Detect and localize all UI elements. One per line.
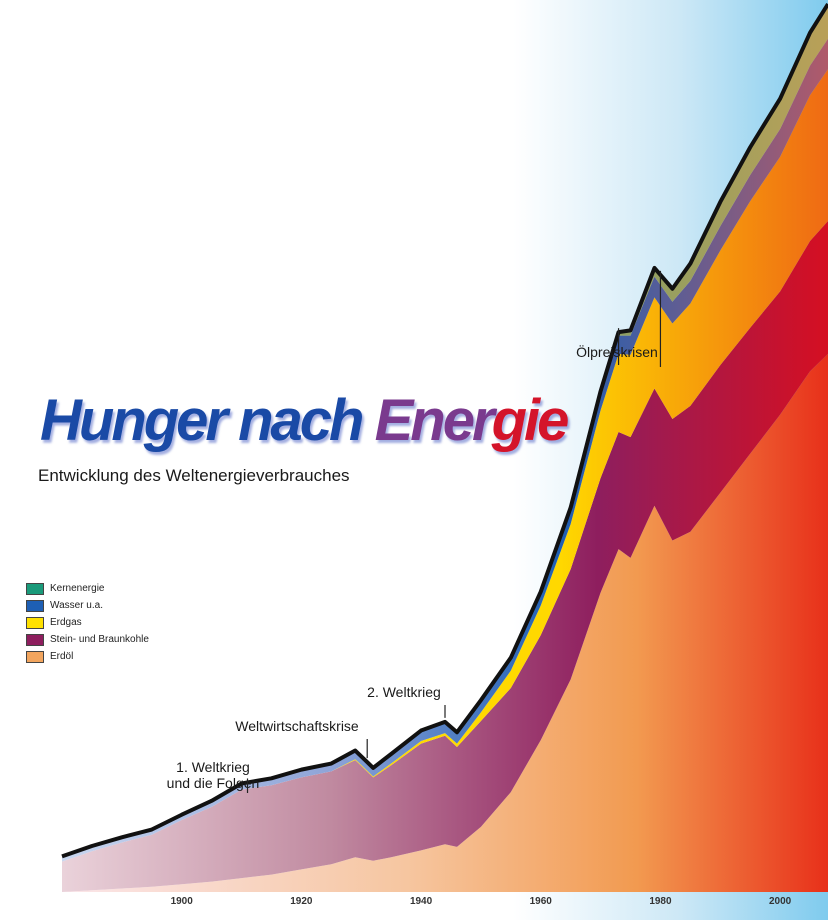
legend-label: Erdöl bbox=[50, 651, 74, 662]
annotation-label: und die Folgen bbox=[167, 775, 260, 791]
x-axis: 1900 1920 1940 1960 1980 2000 bbox=[171, 896, 792, 907]
legend-label: Stein- und Braunkohle bbox=[50, 634, 149, 645]
legend-swatch bbox=[26, 650, 44, 663]
legend-item: Erdöl bbox=[26, 648, 149, 665]
page-subtitle: Entwicklung des Weltenergieverbrauches bbox=[38, 466, 350, 485]
legend-swatch bbox=[26, 616, 44, 629]
area-stein-und-braunkohle bbox=[62, 221, 828, 892]
legend-swatch bbox=[26, 599, 44, 612]
title-part-2: Ener bbox=[374, 388, 495, 453]
total-line bbox=[61, 2, 828, 859]
annotation-label: Ölpreiskrisen bbox=[576, 343, 658, 360]
legend-item: Wasser u.a. bbox=[26, 597, 149, 614]
title-part-3: gie bbox=[491, 388, 570, 453]
x-tick-label: 2000 bbox=[769, 896, 792, 907]
x-tick-label: 1940 bbox=[410, 896, 433, 907]
legend-label: Wasser u.a. bbox=[50, 600, 103, 611]
annotation-label: 1. Weltkrieg bbox=[176, 759, 250, 775]
legend-item: Stein- und Braunkohle bbox=[26, 631, 149, 648]
title-part-1: Hunger nach bbox=[40, 388, 364, 453]
x-tick-label: 1920 bbox=[290, 896, 313, 907]
legend-label: Kernenergie bbox=[50, 583, 105, 594]
legend-label: Erdgas bbox=[50, 617, 82, 628]
x-tick-label: 1900 bbox=[171, 896, 194, 907]
legend-swatch bbox=[26, 582, 44, 595]
area-layers bbox=[62, 4, 828, 893]
legend-item: Kernenergie bbox=[26, 580, 149, 597]
x-tick-label: 1980 bbox=[649, 896, 672, 907]
page-title: Hunger nach Energie bbox=[40, 392, 569, 450]
legend-swatch bbox=[26, 633, 44, 646]
legend-item: Erdgas bbox=[26, 614, 149, 631]
annotation-label: Weltwirtschaftskrise bbox=[235, 718, 359, 734]
area-erdöl bbox=[62, 353, 828, 893]
legend: Kernenergie Wasser u.a. Erdgas Stein- und B… bbox=[26, 580, 149, 665]
x-tick-label: 1960 bbox=[530, 896, 553, 907]
annotation-label: 2. Weltkrieg bbox=[367, 684, 441, 700]
total-outline bbox=[61, 2, 828, 859]
